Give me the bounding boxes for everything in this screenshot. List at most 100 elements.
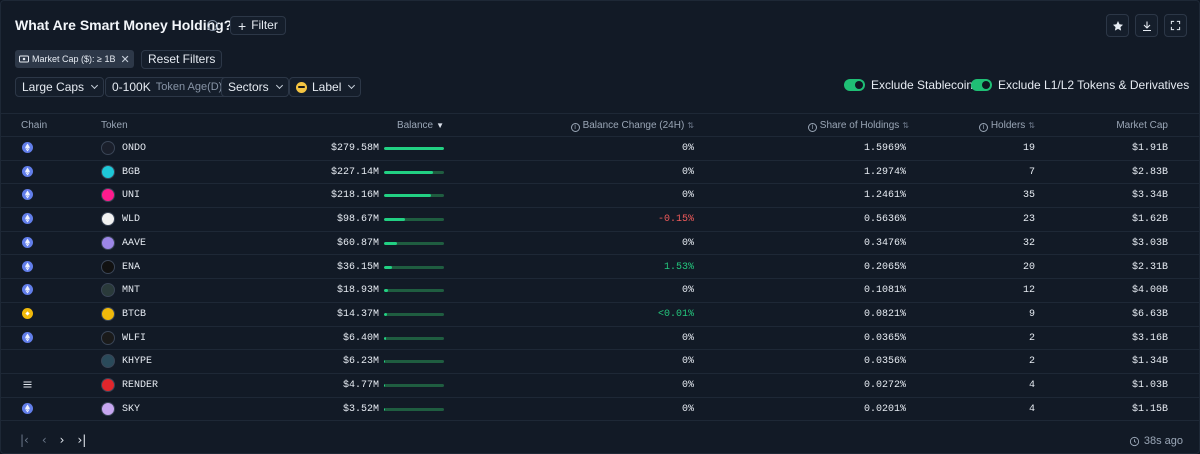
- token-name[interactable]: SKY: [122, 403, 141, 415]
- col-market-cap[interactable]: Market Cap: [1116, 120, 1168, 131]
- holders-value: 7: [1028, 166, 1035, 178]
- token-name[interactable]: MNT: [122, 285, 141, 297]
- balance-bar-fill: [384, 241, 398, 245]
- label-select[interactable]: Label: [289, 77, 362, 97]
- table-row[interactable]: SKY $3.52M 0% 0.0201% 4 $1.15B: [1, 398, 1200, 422]
- toggle-switch[interactable]: [844, 79, 865, 91]
- sort-desc-icon: ▼: [436, 121, 444, 130]
- balance-bar-fill: [384, 312, 387, 316]
- token-age-filter[interactable]: 0-100K Token Age(D): [105, 77, 230, 97]
- market-cap-value: $1.15B: [1131, 403, 1168, 415]
- col-holders[interactable]: i Holders ⇅: [978, 120, 1035, 132]
- token-name[interactable]: WLD: [122, 214, 141, 226]
- prev-page-icon[interactable]: ‹: [41, 433, 47, 447]
- share-value: 0.1081%: [863, 285, 906, 297]
- table-row[interactable]: AAVE $60.87M 0% 0.3476% 32 $3.03B: [1, 232, 1200, 256]
- col-share[interactable]: i Share of Holdings ⇅: [807, 120, 909, 132]
- token-logo-icon: [101, 235, 115, 250]
- token-name[interactable]: AAVE: [122, 237, 147, 249]
- balance-change-value: 0%: [681, 237, 694, 249]
- balance-change-value: 0%: [681, 332, 694, 344]
- token-name[interactable]: UNI: [122, 190, 141, 202]
- solana-chain-icon: [22, 379, 33, 390]
- col-balance-change[interactable]: i Balance Change (24H) ⇅: [570, 120, 694, 132]
- table-row[interactable]: RENDER $4.77M 0% 0.0272% 4 $1.03B: [1, 374, 1200, 398]
- token-logo-icon: [101, 164, 115, 179]
- market-cap-value: $1.62B: [1131, 214, 1168, 226]
- label-emoji-icon: [296, 81, 307, 93]
- download-icon: [1142, 21, 1151, 31]
- first-page-icon[interactable]: |‹: [20, 433, 29, 447]
- col-chain: Chain: [21, 120, 48, 131]
- expand-icon: [1170, 20, 1181, 31]
- balance-value: $36.15M: [336, 261, 379, 273]
- reset-filters-button[interactable]: Reset Filters: [141, 50, 223, 69]
- balance-bar-fill: [384, 170, 433, 174]
- top-actions: [1106, 14, 1187, 37]
- table-row[interactable]: ENA $36.15M 1.53% 0.2065% 20 $2.31B: [1, 256, 1200, 280]
- balance-bar-fill: [384, 360, 386, 364]
- col-balance[interactable]: Balance ▼: [396, 120, 444, 131]
- exclude-stablecoin-toggle[interactable]: Exclude Stablecoin: [844, 78, 973, 92]
- token-logo-icon: [101, 141, 115, 155]
- token-name[interactable]: BTCB: [122, 308, 147, 320]
- token-logo-icon: [101, 401, 115, 416]
- info-icon[interactable]: i: [207, 20, 218, 31]
- share-value: 1.2461%: [863, 190, 906, 202]
- token-logo-icon: [101, 330, 115, 345]
- table-row[interactable]: WLD $98.67M -0.15% 0.5636% 23 $1.62B: [1, 208, 1200, 232]
- table-row[interactable]: ONDO $279.58M 0% 1.5969% 19 $1.91B: [1, 137, 1200, 161]
- table-row[interactable]: KHYPE $6.23M 0% 0.0356% 2 $1.34B: [1, 350, 1200, 374]
- page-title: What Are Smart Money Holding?: [15, 17, 233, 33]
- table-row[interactable]: WLFI $6.40M 0% 0.0365% 2 $3.16B: [1, 327, 1200, 351]
- ethereum-chain-icon: [22, 236, 33, 248]
- market-cap-value: $1.34B: [1131, 356, 1168, 368]
- fullscreen-button[interactable]: [1164, 14, 1187, 37]
- balance-value: $6.40M: [342, 332, 379, 344]
- balance-bar: [384, 312, 444, 316]
- ethereum-chain-icon: [22, 284, 33, 296]
- balance-bar-fill: [384, 218, 405, 222]
- holders-value: 9: [1028, 308, 1035, 320]
- market-cap-value: $1.03B: [1131, 380, 1168, 391]
- cap-size-select[interactable]: Large Caps: [15, 77, 105, 97]
- table-row[interactable]: BTCB $14.37M <0.01% 0.0821% 9 $6.63B: [1, 303, 1200, 327]
- share-value: 1.5969%: [863, 143, 906, 154]
- download-button[interactable]: [1135, 14, 1158, 37]
- token-logo-icon: [101, 354, 115, 369]
- token-age-value: 0-100K: [112, 80, 151, 94]
- balance-bar: [384, 241, 444, 245]
- holders-value: 4: [1028, 403, 1035, 415]
- table-row[interactable]: BGB $227.14M 0% 1.2974% 7 $2.83B: [1, 161, 1200, 185]
- table-row[interactable]: MNT $18.93M 0% 0.1081% 12 $4.00B: [1, 279, 1200, 303]
- pagination: |‹ ‹ › ›|: [20, 433, 86, 447]
- balance-bar-fill: [384, 384, 386, 387]
- last-updated: 38s ago: [1129, 435, 1183, 447]
- balance-change-value: -0.15%: [657, 214, 694, 226]
- last-page-icon[interactable]: ›|: [77, 433, 87, 447]
- token-age-label: Token Age(D): [155, 81, 223, 93]
- remove-filter-icon[interactable]: ✕: [120, 53, 130, 66]
- token-name[interactable]: KHYPE: [122, 356, 153, 368]
- token-name[interactable]: BGB: [122, 166, 141, 178]
- token-logo-icon: [101, 188, 115, 203]
- token-name[interactable]: ONDO: [122, 143, 147, 154]
- sectors-select[interactable]: Sectors: [221, 77, 289, 97]
- token-name[interactable]: WLFI: [122, 332, 147, 344]
- balance-value: $60.87M: [336, 237, 379, 249]
- info-icon: i: [807, 123, 817, 132]
- filter-button[interactable]: + Filter: [230, 16, 286, 35]
- hyperliquid-chain-icon: [22, 355, 33, 366]
- balance-value: $14.37M: [336, 308, 379, 320]
- balance-bar: [384, 170, 444, 174]
- toggle-switch[interactable]: [971, 79, 992, 91]
- table-row[interactable]: UNI $218.16M 0% 1.2461% 35 $3.34B: [1, 184, 1200, 209]
- token-name[interactable]: RENDER: [122, 380, 159, 391]
- star-button[interactable]: [1106, 14, 1129, 37]
- token-name[interactable]: ENA: [122, 261, 141, 273]
- exclude-l1l2-label: Exclude L1/L2 Tokens & Derivatives: [998, 78, 1190, 92]
- exclude-l1l2-toggle[interactable]: Exclude L1/L2 Tokens & Derivatives: [971, 78, 1189, 92]
- balance-value: $218.16M: [330, 190, 379, 202]
- last-updated-text: 38s ago: [1143, 435, 1183, 447]
- next-page-icon[interactable]: ›: [59, 433, 65, 447]
